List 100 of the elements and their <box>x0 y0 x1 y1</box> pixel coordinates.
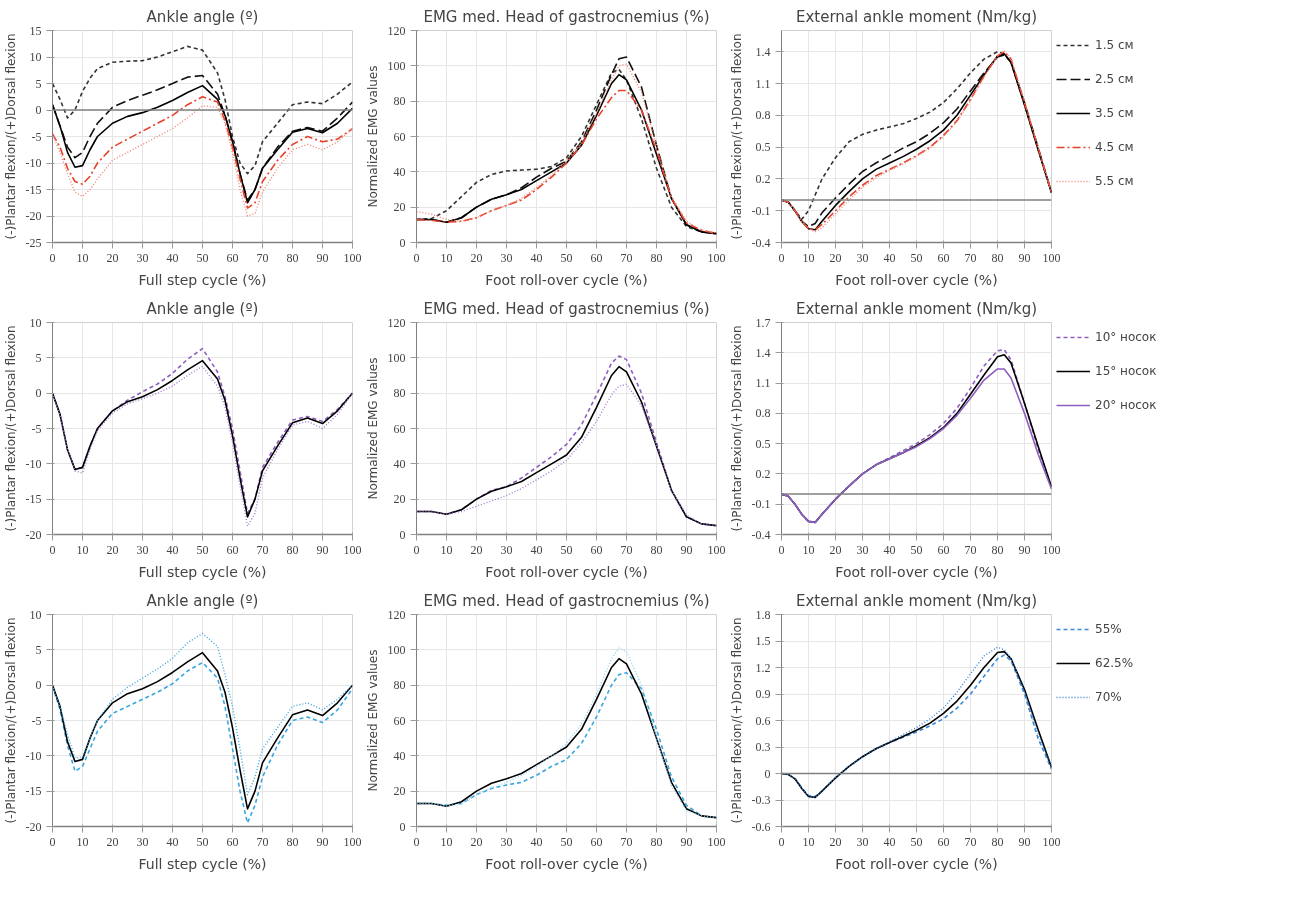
x-tick-label: 40 <box>883 834 896 849</box>
x-tick-label: 40 <box>530 250 543 265</box>
y-tick-label: -25 <box>25 235 42 250</box>
x-tick-label: 50 <box>560 834 573 849</box>
legend-label: 70% <box>1095 690 1123 704</box>
y-tick-label: 0.8 <box>755 108 771 123</box>
y-tick-label: 1.5 <box>755 634 771 648</box>
x-axis-title: Foot roll-over cycle (%) <box>485 563 648 580</box>
legend-label: 3.5 см <box>1095 106 1135 120</box>
x-axis-title: Foot roll-over cycle (%) <box>485 271 648 288</box>
y-tick-label: 1.7 <box>755 315 771 330</box>
x-axis-title: Foot roll-over cycle (%) <box>835 855 998 872</box>
y-tick-label: -10 <box>25 456 42 471</box>
y-tick-label: 0 <box>399 819 406 834</box>
x-tick-label: 80 <box>991 250 1004 265</box>
y-tick-label: 120 <box>387 315 406 330</box>
x-tick-label: 80 <box>286 542 299 557</box>
y-tick-label: -0.3 <box>751 793 771 807</box>
x-tick-label: 100 <box>343 834 362 849</box>
x-tick-label: 90 <box>1018 834 1031 849</box>
x-tick-label: 70 <box>256 834 269 849</box>
x-tick-label: 70 <box>964 542 977 557</box>
x-tick-label: 0 <box>413 542 420 557</box>
x-tick-label: 50 <box>910 250 923 265</box>
x-tick-label: 100 <box>1042 834 1061 849</box>
x-tick-label: 50 <box>560 250 573 265</box>
y-tick-label: 20 <box>393 200 406 215</box>
y-tick-label: -0.1 <box>751 203 771 218</box>
x-tick-label: 70 <box>964 250 977 265</box>
x-tick-label: 20 <box>829 542 842 557</box>
x-tick-label: 20 <box>829 250 842 265</box>
x-tick-label: 80 <box>286 250 299 265</box>
x-tick-label: 80 <box>991 834 1004 849</box>
x-tick-label: 80 <box>286 834 299 849</box>
y-tick-label: 40 <box>393 748 406 763</box>
y-tick-label: 0.2 <box>755 171 771 186</box>
y-tick-label: -10 <box>25 156 42 170</box>
x-tick-label: 0 <box>413 250 420 265</box>
y-tick-label: -5 <box>31 713 42 728</box>
y-tick-label: -0.4 <box>751 235 771 250</box>
x-tick-label: 40 <box>530 834 543 849</box>
x-tick-label: 90 <box>1018 250 1031 265</box>
x-tick-label: 20 <box>470 250 483 265</box>
x-tick-label: 20 <box>470 834 483 849</box>
y-axis-title: (-)Plantar flexion/(+)Dorsal flexion <box>729 325 744 532</box>
x-tick-label: 100 <box>343 250 362 265</box>
x-tick-label: 10 <box>802 250 815 265</box>
legend-label: 4.5 см <box>1095 140 1135 154</box>
legend-label: 55% <box>1095 622 1123 636</box>
x-tick-label: 60 <box>590 834 603 849</box>
chart-title: Ankle angle (º) <box>146 299 259 318</box>
x-tick-label: 70 <box>620 250 633 265</box>
x-tick-label: 90 <box>316 834 329 849</box>
x-tick-label: 20 <box>470 542 483 557</box>
y-tick-label: 0 <box>35 678 42 693</box>
y-axis-title: (-)Plantar flexion/(+)Dorsal flexion <box>729 617 744 824</box>
y-tick-label: -5 <box>31 421 42 436</box>
x-tick-label: 70 <box>964 834 977 849</box>
x-tick-label: 30 <box>136 542 149 557</box>
y-tick-label: 5 <box>35 350 42 365</box>
y-tick-label: 60 <box>393 713 406 728</box>
x-tick-label: 90 <box>680 542 693 557</box>
y-tick-label: 1.8 <box>755 607 771 622</box>
x-tick-label: 10 <box>76 542 89 557</box>
x-tick-label: 80 <box>991 542 1004 557</box>
x-tick-label: 100 <box>707 250 726 265</box>
y-axis-title: Normalized EMG values <box>365 65 380 208</box>
chart-title: EMG med. Head of gastrocnemius (%) <box>423 7 710 26</box>
x-tick-label: 40 <box>166 542 179 557</box>
x-tick-label: 50 <box>910 834 923 849</box>
x-tick-label: 30 <box>856 250 869 265</box>
x-tick-label: 90 <box>316 542 329 557</box>
x-tick-label: 100 <box>1042 542 1061 557</box>
y-tick-label: 5 <box>35 642 42 657</box>
x-tick-label: 50 <box>196 250 209 265</box>
y-tick-label: 1.4 <box>755 44 771 59</box>
y-tick-label: 80 <box>393 678 406 693</box>
x-tick-label: 40 <box>166 250 179 265</box>
x-axis-title: Full step cycle (%) <box>138 271 267 288</box>
x-tick-label: 100 <box>343 542 362 557</box>
x-axis-title: Full step cycle (%) <box>138 855 267 872</box>
x-tick-label: 10 <box>76 834 89 849</box>
legend-label: 1.5 см <box>1095 38 1135 52</box>
x-tick-label: 50 <box>196 542 209 557</box>
x-tick-label: 40 <box>883 250 896 265</box>
x-tick-label: 70 <box>620 542 633 557</box>
y-tick-label: -0.1 <box>751 497 771 512</box>
x-tick-label: 60 <box>226 834 239 849</box>
y-tick-label: 0 <box>35 386 42 401</box>
y-tick-label: 120 <box>387 23 406 38</box>
y-tick-label: 20 <box>393 492 406 507</box>
chart-title: External ankle moment (Nm/kg) <box>795 299 1038 318</box>
x-tick-label: 100 <box>1042 250 1061 265</box>
x-axis-title: Foot roll-over cycle (%) <box>485 855 648 872</box>
x-tick-label: 0 <box>778 834 785 849</box>
x-tick-label: 20 <box>106 834 119 849</box>
x-tick-label: 10 <box>440 834 453 849</box>
x-tick-label: 80 <box>650 250 663 265</box>
y-tick-label: -5 <box>31 129 42 144</box>
y-tick-label: 0.2 <box>755 466 771 481</box>
